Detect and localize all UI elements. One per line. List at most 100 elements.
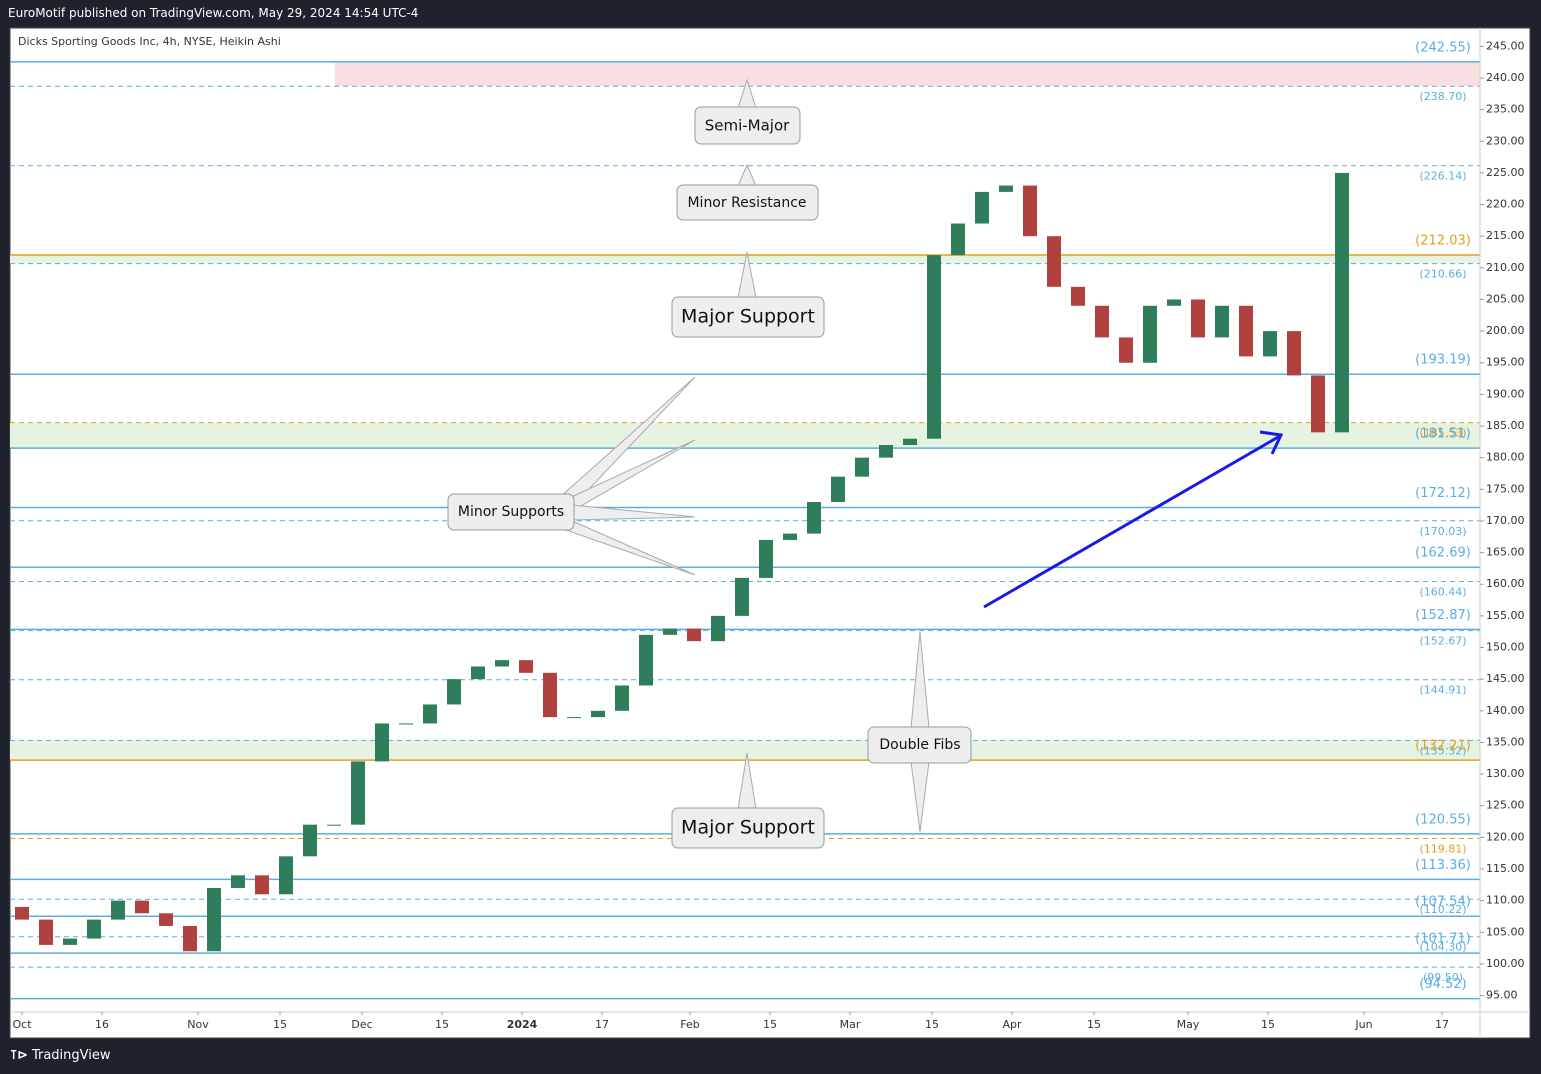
candle — [1335, 172, 1349, 433]
level-label: (162.69) — [1415, 546, 1471, 561]
y-tick-label: 165.00 — [1486, 546, 1525, 559]
candle — [1239, 305, 1253, 357]
x-tick-label: Feb — [680, 1018, 699, 1031]
x-tick-label: 16 — [95, 1018, 109, 1031]
level-label: (152.87) — [1415, 608, 1471, 623]
y-tick-label: 160.00 — [1486, 577, 1525, 590]
candle — [1119, 337, 1133, 363]
y-tick-label: 120.00 — [1486, 830, 1525, 843]
x-tick-label: 15 — [1087, 1018, 1101, 1031]
callout-box — [867, 726, 972, 764]
level-label: (101.71) — [1415, 932, 1471, 947]
level-label: (107.54) — [1415, 895, 1471, 910]
level-label: (94.52) — [1419, 977, 1466, 992]
y-tick-label: 205.00 — [1486, 292, 1525, 305]
level-label: (119.81) — [1419, 843, 1466, 856]
level-label: (104.30) — [1419, 941, 1466, 954]
candle — [87, 919, 101, 939]
levels: (242.55) (238.70) (226.14) (212.03) (210.66)… — [10, 40, 1480, 1000]
callout-box — [447, 493, 575, 531]
x-tick-label: 15 — [1261, 1018, 1275, 1031]
y-tick-label: 240.00 — [1486, 71, 1525, 84]
y-tick-label: 95.00 — [1486, 989, 1518, 1002]
level-label: (212.03) — [1415, 233, 1471, 248]
candle — [1287, 331, 1301, 376]
candle — [1143, 305, 1157, 363]
candle — [1191, 299, 1205, 338]
candle — [495, 660, 509, 667]
x-tick-label: 15 — [763, 1018, 777, 1031]
candle — [207, 887, 221, 952]
level-label: (193.19) — [1415, 353, 1471, 368]
x-tick-label: 15 — [435, 1018, 449, 1031]
zone — [335, 61, 1480, 87]
candle — [687, 628, 701, 642]
x-tick-label: Apr — [1002, 1018, 1022, 1031]
candle — [831, 476, 845, 502]
candle — [135, 900, 149, 914]
candle — [543, 672, 557, 718]
candle — [759, 539, 773, 578]
level-label: (210.66) — [1419, 268, 1466, 281]
y-tick-label: 210.00 — [1486, 261, 1525, 274]
trend-arrow — [983, 430, 1284, 609]
header: EuroMotif published on TradingView.com, … — [8, 6, 419, 20]
y-tick-label: 230.00 — [1486, 134, 1525, 147]
footer-brand[interactable]: ⊺⊳ TradingView — [10, 1048, 111, 1063]
zone — [10, 422, 1480, 449]
y-tick-label: 195.00 — [1486, 356, 1525, 369]
x-tick-label: May — [1177, 1018, 1200, 1031]
callout-box — [694, 106, 801, 145]
candle — [567, 717, 581, 719]
level-label: (152.67) — [1419, 635, 1466, 648]
candle — [1023, 185, 1037, 237]
x-tick-label: Mar — [840, 1018, 861, 1031]
candle — [279, 856, 293, 895]
y-tick-label: 100.00 — [1486, 957, 1525, 970]
level-label: (170.03) — [1419, 525, 1466, 538]
candle — [231, 875, 245, 888]
callout-text: Semi-Major — [705, 117, 790, 135]
y-tick-label: 215.00 — [1486, 229, 1525, 242]
candle — [327, 824, 341, 826]
level-label: (172.12) — [1415, 486, 1471, 501]
callout-box — [671, 807, 825, 849]
candle — [1095, 305, 1109, 338]
y-tick-label: 245.00 — [1486, 39, 1525, 52]
candle — [159, 913, 173, 926]
candle — [1311, 375, 1325, 433]
x-tick-label: 17 — [1435, 1018, 1449, 1031]
callout-text: Major Support — [681, 306, 815, 328]
x-tick-label: 2024 — [507, 1018, 538, 1031]
candle — [423, 704, 437, 724]
callout: Minor Resistance — [676, 163, 819, 221]
candles — [15, 172, 1349, 952]
level-label: (113.36) — [1415, 858, 1471, 873]
y-tick-label: 170.00 — [1486, 514, 1525, 527]
candle — [15, 906, 29, 920]
y-tick-label: 145.00 — [1486, 672, 1525, 685]
candle — [807, 501, 821, 534]
callout: Major Support — [671, 251, 825, 338]
y-tick-label: 220.00 — [1486, 198, 1525, 211]
level-label: (238.70) — [1419, 90, 1466, 103]
candle — [591, 710, 605, 718]
callout: Minor Supports — [447, 376, 696, 576]
candle — [999, 185, 1013, 192]
y-tick-label: 225.00 — [1486, 166, 1525, 179]
candle — [255, 875, 269, 895]
candle — [903, 438, 917, 446]
x-tick-label: 15 — [925, 1018, 939, 1031]
callout-text: Minor Resistance — [687, 195, 806, 211]
candle — [855, 457, 869, 477]
y-tick-label: 125.00 — [1486, 799, 1525, 812]
candle — [375, 723, 389, 762]
candle — [879, 445, 893, 458]
x-tick-label: 15 — [273, 1018, 287, 1031]
level-label: (242.55) — [1415, 40, 1471, 55]
y-tick-label: 190.00 — [1486, 387, 1525, 400]
y-tick-label: 130.00 — [1486, 767, 1525, 780]
candle — [615, 685, 629, 711]
